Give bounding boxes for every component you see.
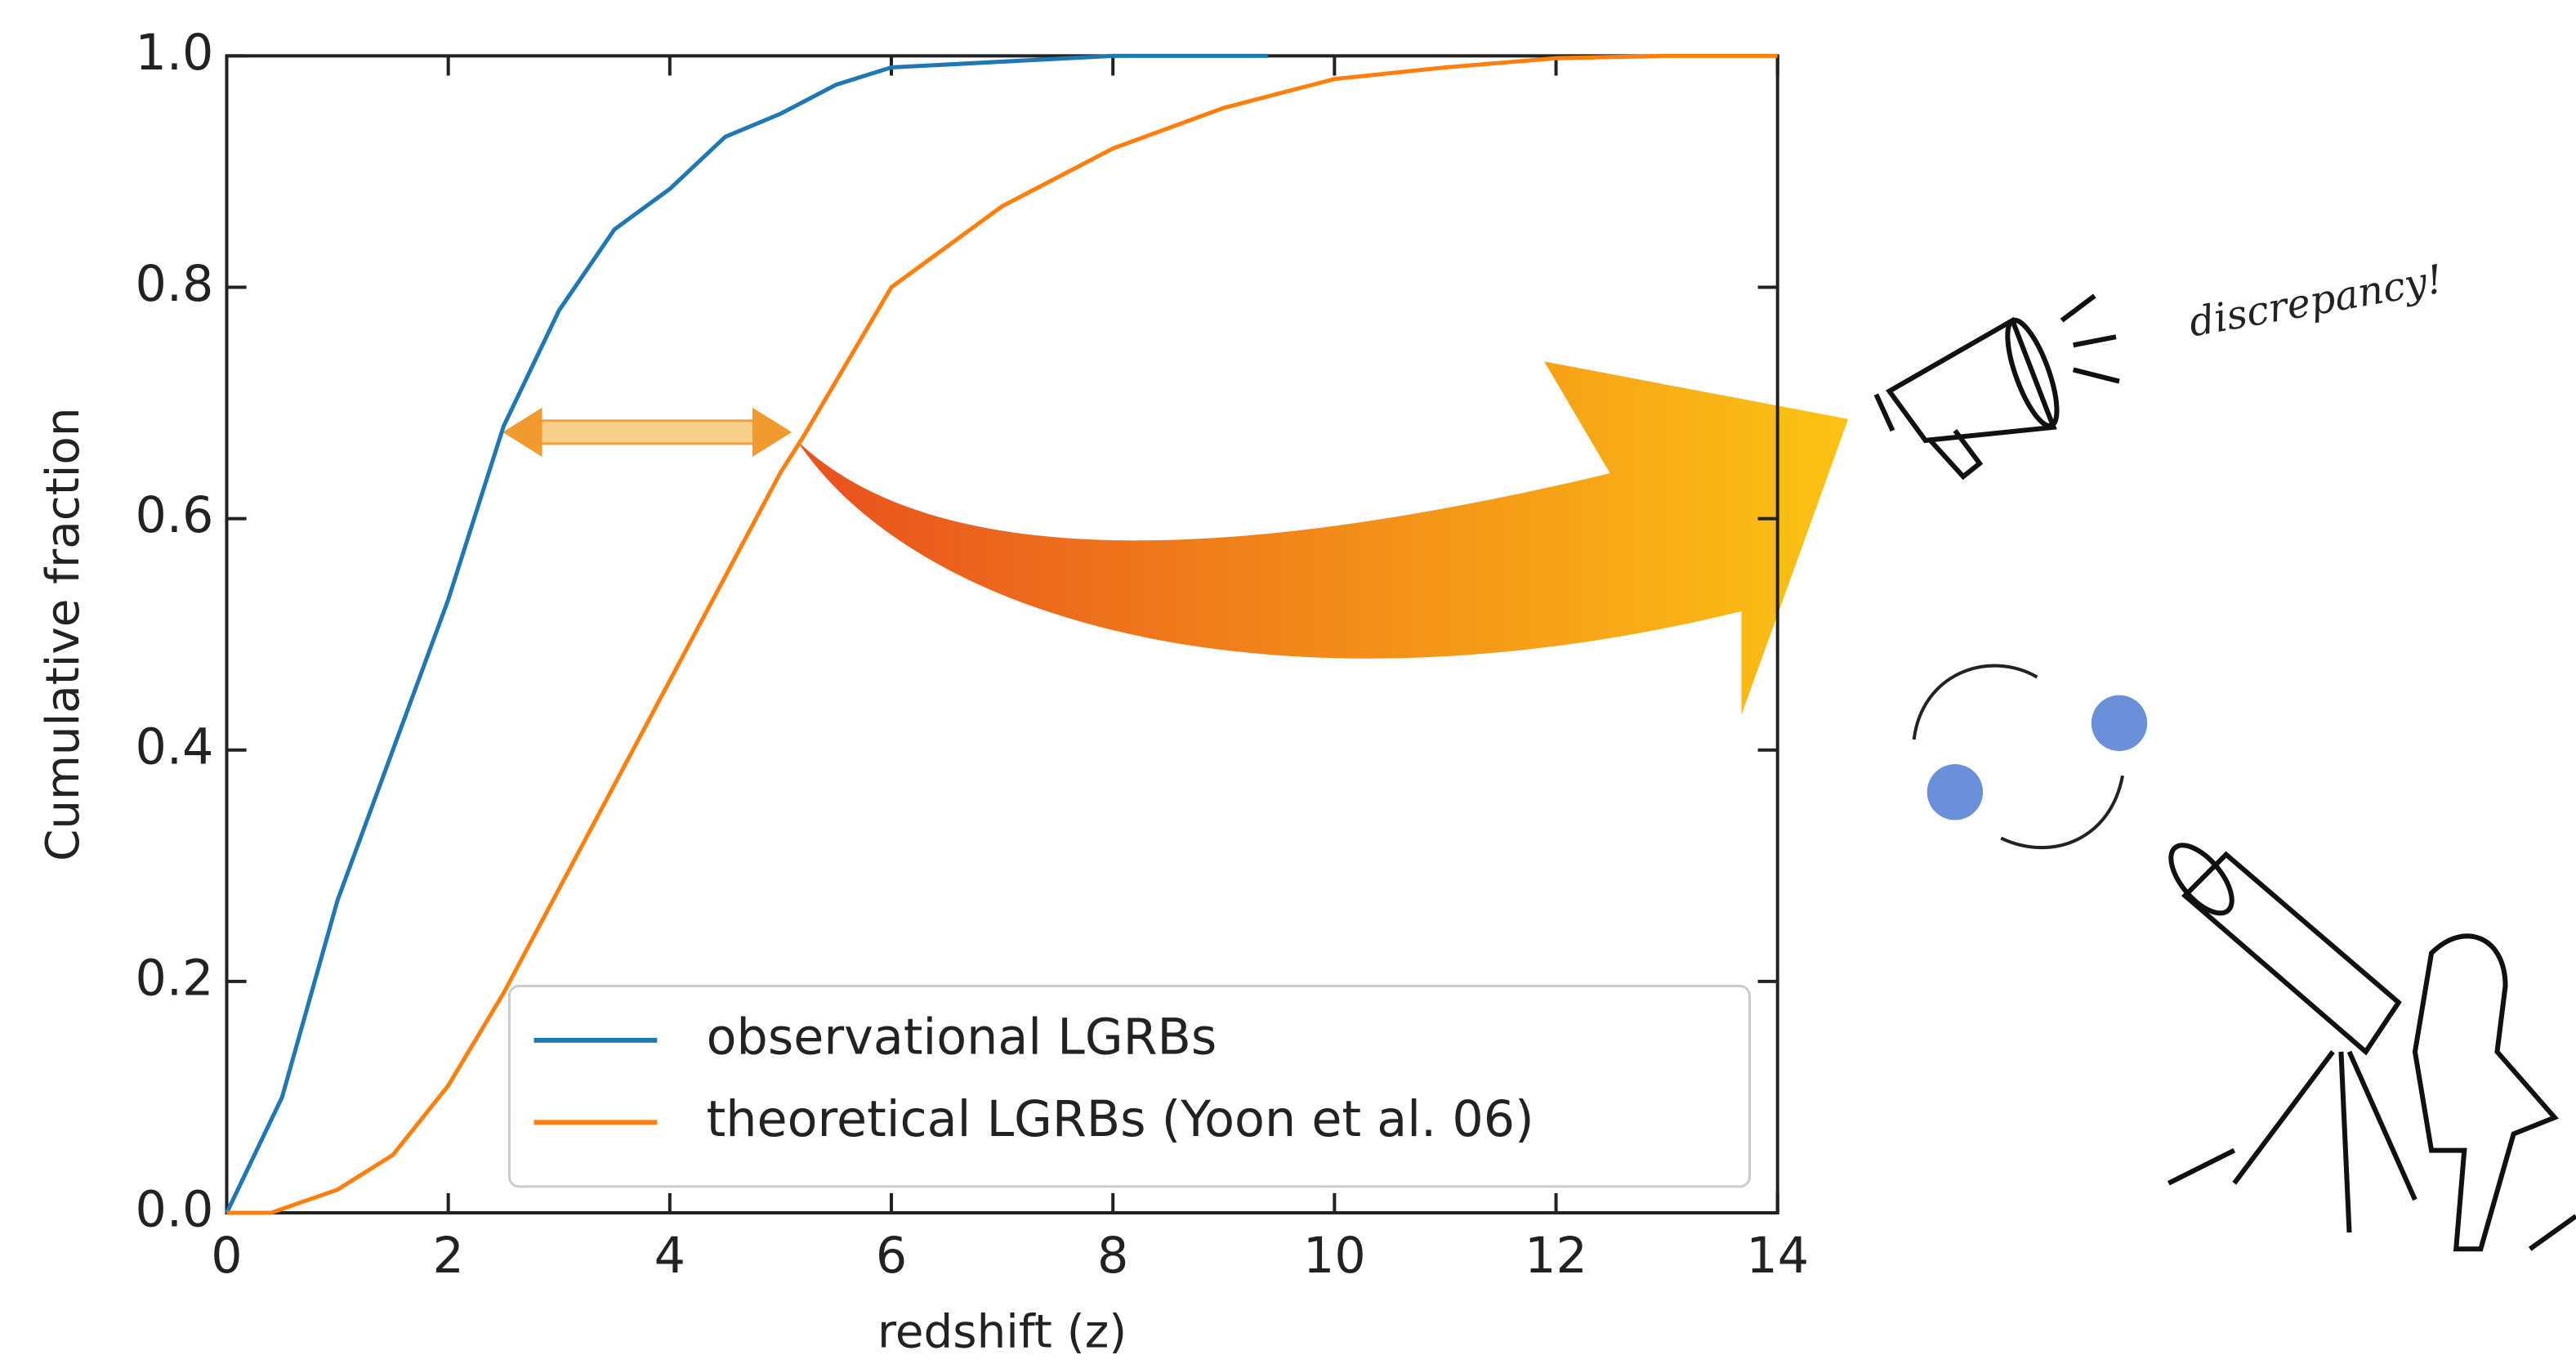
- legend-box: [507, 984, 1752, 1188]
- legend-label: observational LGRBs: [707, 1008, 1217, 1066]
- x-tick-label: 2: [432, 1228, 463, 1285]
- series-line: [225, 53, 1269, 1214]
- y-tick-label: 0.6: [135, 487, 213, 544]
- megaphone: [1873, 293, 2120, 481]
- x-tick-label: 10: [1303, 1228, 1366, 1285]
- x-tick-label: 8: [1097, 1228, 1128, 1285]
- x-tick-label: 6: [876, 1228, 907, 1285]
- x-axis-label: redshift (z): [877, 1305, 1127, 1358]
- y-axis-label: Cumulative fraction: [37, 407, 90, 861]
- x-tick-label: 12: [1525, 1228, 1587, 1285]
- binary-illustration: [1912, 664, 2148, 850]
- big-arrow: [797, 361, 1849, 715]
- x-tick-label: 4: [654, 1228, 685, 1285]
- x-tick-label: 14: [1746, 1228, 1809, 1285]
- y-tick-label: 1.0: [135, 25, 213, 82]
- double-arrow: [502, 407, 792, 458]
- plot-frame: [225, 54, 1779, 1215]
- series-line: [226, 53, 1778, 1215]
- y-tick-label: 0.8: [135, 256, 213, 313]
- x-tick-label: 0: [211, 1228, 242, 1285]
- y-tick-label: 0.0: [135, 1182, 213, 1239]
- legend-label: theoretical LGRBs (Yoon et al. 06): [707, 1091, 1534, 1148]
- telescope-person: [2167, 843, 2576, 1252]
- annotation: discrepancy!: [2185, 257, 2446, 347]
- y-tick-label: 0.2: [135, 950, 213, 1007]
- y-tick-label: 0.4: [135, 718, 213, 776]
